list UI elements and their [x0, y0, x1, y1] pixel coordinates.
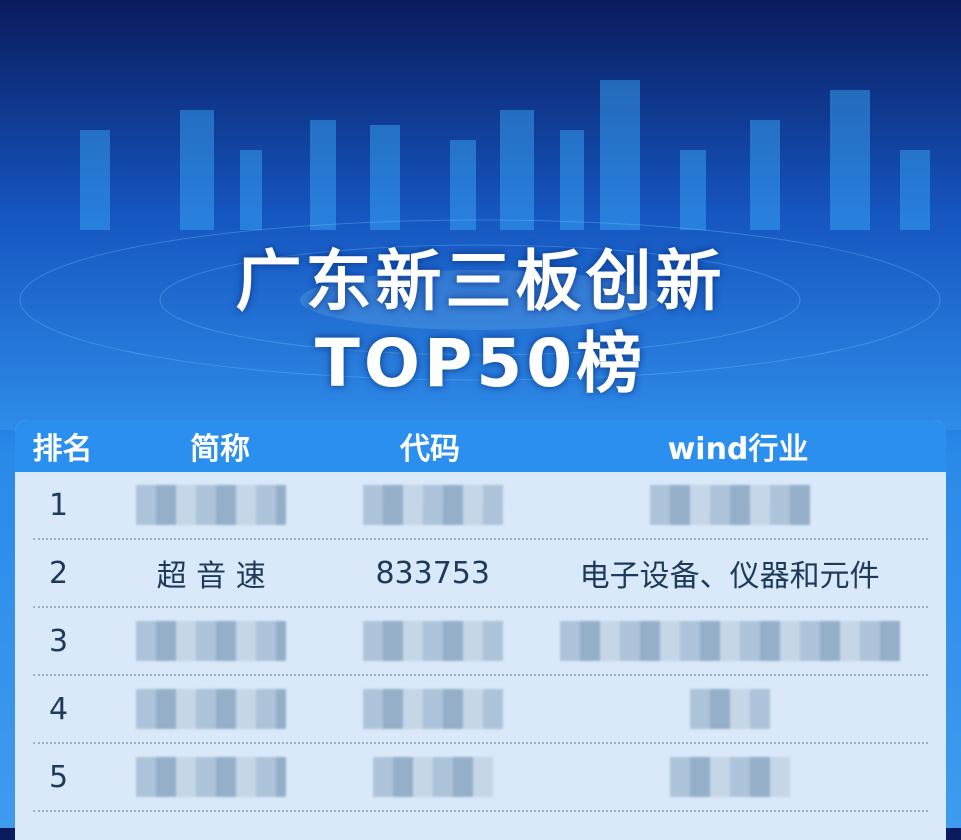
- cell-rank: 2: [48, 555, 69, 591]
- cell-name: [88, 757, 334, 797]
- blurred-cell: [649, 485, 810, 525]
- blurred-cell: [362, 689, 503, 729]
- cell-industry: [531, 689, 928, 729]
- cell-rank: 3: [48, 623, 69, 659]
- cell-code: 833753: [375, 555, 490, 591]
- blurred-cell: [362, 621, 503, 661]
- cell-code: [334, 485, 531, 525]
- blurred-cell: [689, 689, 770, 729]
- title-line-2: TOP50榜: [314, 325, 647, 402]
- cell-code: [334, 621, 531, 661]
- ranking-table: 排名 简称 代码 wind行业 1 2 超 音 速 833753 电子设备、仪器和元件 3…: [15, 420, 946, 840]
- table-row: 4: [33, 676, 928, 744]
- cell-name: [88, 485, 334, 525]
- blurred-cell: [136, 621, 287, 661]
- table-row: 3: [33, 608, 928, 676]
- header-name: 简称: [190, 432, 250, 467]
- header-industry: wind行业: [667, 432, 809, 467]
- title-line-1: 广东新三板创新: [235, 243, 726, 320]
- blurred-cell: [559, 621, 900, 661]
- cell-code: [334, 689, 531, 729]
- blurred-cell: [362, 485, 503, 525]
- header-rank: 排名: [32, 432, 93, 467]
- cell-industry: [531, 621, 928, 661]
- table-row: 5: [33, 744, 928, 812]
- blurred-cell: [136, 757, 287, 797]
- blurred-cell: [372, 757, 493, 797]
- table-row: 2 超 音 速 833753 电子设备、仪器和元件: [33, 540, 928, 608]
- cell-industry: 电子设备、仪器和元件: [579, 559, 880, 594]
- cell-rank: 4: [48, 691, 69, 727]
- blurred-cell: [669, 757, 790, 797]
- cell-name: [88, 689, 334, 729]
- table-row: 1: [33, 472, 928, 540]
- cell-industry: [531, 757, 928, 797]
- cell-name: [88, 621, 334, 661]
- table-header: 排名 简称 代码 wind行业: [15, 420, 946, 472]
- blurred-cell: [136, 485, 287, 525]
- cell-rank: 1: [48, 487, 69, 523]
- header-code: 代码: [400, 432, 460, 467]
- blurred-cell: [136, 689, 287, 729]
- cell-rank: 5: [48, 759, 69, 795]
- cell-code: [334, 757, 531, 797]
- cell-name: 超 音 速: [156, 559, 266, 594]
- cell-industry: [531, 485, 928, 525]
- city-skyline-background: [0, 0, 961, 430]
